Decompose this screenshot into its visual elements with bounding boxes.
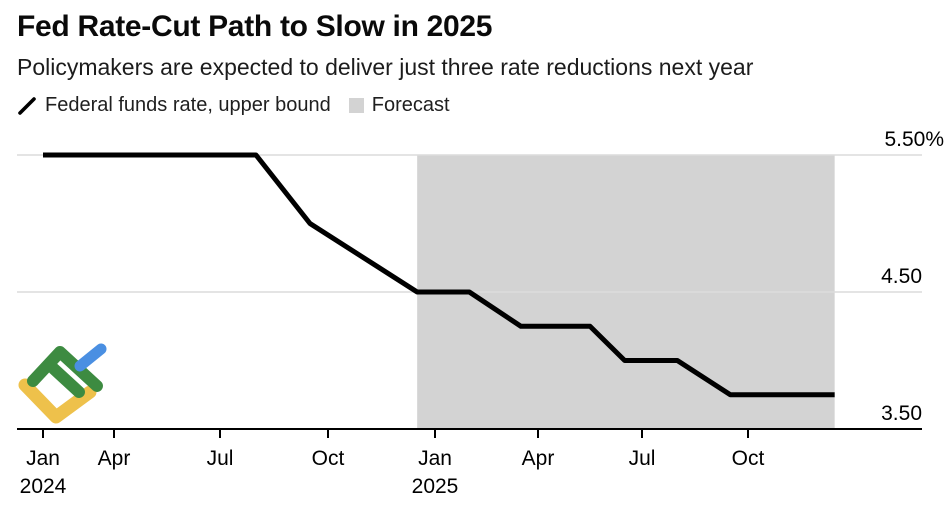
- legend-label-forecast: Forecast: [371, 94, 450, 116]
- logo-green-arm-icon: [48, 363, 85, 398]
- x-axis-label: Jan: [418, 447, 452, 470]
- x-axis-label: Oct: [312, 447, 345, 470]
- x-axis-label: Apr: [522, 447, 555, 470]
- chart-subtitle: Policymakers are expected to deliver jus…: [17, 54, 754, 80]
- x-axis-year-label: 2025: [412, 475, 459, 498]
- x-axis-label: Oct: [732, 447, 765, 470]
- rate-line: [43, 152, 835, 398]
- y-axis-label: 5.50%: [884, 128, 944, 151]
- chart-legend: Federal funds rate, upper bound Forecast: [17, 94, 450, 117]
- chart-title: Fed Rate-Cut Path to Slow in 2025: [17, 10, 493, 43]
- logo-green-stem-icon: [27, 346, 103, 392]
- legend-label-rate: Federal funds rate, upper bound: [45, 94, 331, 116]
- y-axis-label: 4.50: [881, 265, 922, 288]
- x-axis-ticks: [42, 430, 749, 438]
- y-axis-label: 3.50: [881, 402, 922, 425]
- x-axis-label: Jul: [207, 447, 234, 470]
- x-axis-year-label: 2024: [20, 475, 67, 498]
- x-axis-label: Apr: [98, 447, 131, 470]
- legend-item-rate-line: Federal funds rate, upper bound: [17, 94, 331, 117]
- filled-square-swatch-icon: [348, 98, 364, 113]
- legend-item-forecast: Forecast: [348, 94, 450, 117]
- x-axis-label: Jul: [629, 447, 656, 470]
- diagonal-line-swatch-icon: [18, 96, 36, 115]
- brand-logo-watermark: [18, 343, 107, 424]
- x-axis-label: Jan: [26, 447, 60, 470]
- logo-blue-accent-icon: [74, 343, 107, 372]
- logo-yellow-check-icon: [18, 378, 97, 424]
